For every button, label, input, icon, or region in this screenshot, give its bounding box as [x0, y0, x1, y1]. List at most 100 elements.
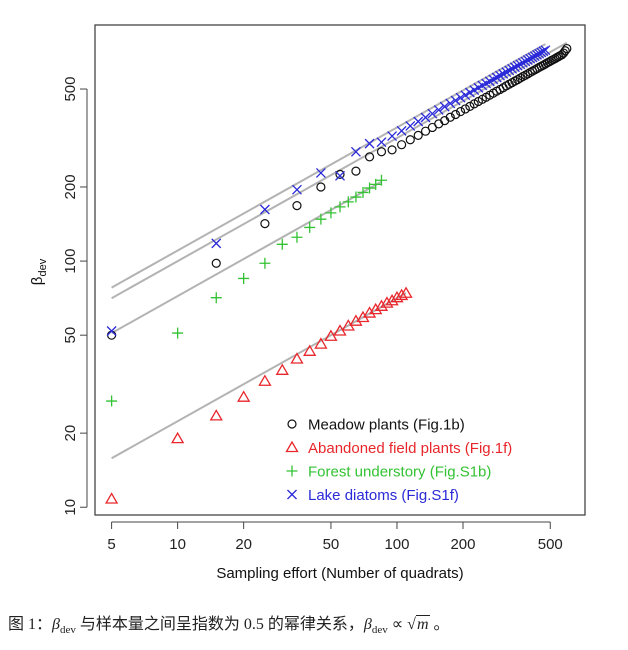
data-point [342, 196, 354, 208]
data-point [292, 184, 302, 195]
x-axis-title: Sampling effort (Number of quadrats) [216, 565, 463, 582]
y-axis-title: βdev [29, 258, 49, 285]
data-point [260, 218, 270, 229]
data-point [351, 166, 361, 176]
data-points [104, 43, 572, 504]
data-point [450, 95, 461, 106]
legend: Meadow plants (Fig.1b) Abandoned field pl… [285, 417, 512, 504]
data-point [523, 69, 533, 79]
data-point [507, 63, 518, 74]
x-tick-label: 100 [384, 536, 409, 553]
legend-marker [285, 440, 299, 453]
data-point [376, 137, 387, 148]
data-point [350, 146, 361, 157]
data-point [405, 120, 416, 131]
data-point [375, 174, 387, 186]
legend-marker [287, 419, 297, 429]
y-tick-label: 500 [62, 77, 79, 102]
data-point [106, 326, 117, 336]
data-point [387, 145, 397, 155]
data-point [376, 147, 387, 157]
y-tick-label: 100 [62, 249, 79, 274]
x-tick-label: 20 [235, 536, 252, 553]
data-point [364, 182, 376, 194]
data-point [364, 138, 375, 149]
data-point [427, 108, 438, 119]
data-point [374, 299, 389, 311]
data-point [495, 70, 505, 81]
data-point [259, 204, 270, 215]
data-point [460, 104, 470, 114]
data-point [370, 178, 382, 190]
data-point [562, 43, 572, 54]
data-point [420, 126, 431, 136]
data-point [405, 135, 415, 145]
data-point [316, 182, 326, 192]
data-point [275, 363, 289, 375]
data-point [106, 395, 118, 407]
data-point [292, 201, 302, 211]
data-point [211, 258, 221, 268]
fit-lines [111, 41, 568, 460]
data-point [237, 390, 251, 402]
data-point [538, 46, 549, 57]
data-point [335, 170, 345, 181]
legend-marker [286, 465, 298, 477]
data-point [525, 67, 535, 78]
y-tick-label: 200 [62, 174, 79, 199]
data-point [350, 191, 362, 203]
data-point [501, 67, 512, 78]
data-point [291, 231, 303, 243]
data-point [450, 109, 461, 120]
data-point [276, 238, 288, 250]
data-point [512, 60, 523, 71]
data-point [362, 306, 377, 318]
y-tick-label: 20 [62, 425, 79, 442]
data-point [509, 62, 520, 73]
x-tick-label: 200 [450, 536, 475, 553]
legend-label: Abandoned field plants (Fig.1f) [308, 440, 512, 457]
data-point [455, 106, 466, 117]
data-point [210, 292, 222, 304]
data-point [357, 186, 369, 198]
data-point [413, 116, 424, 127]
x-tick-label: 10 [169, 536, 186, 553]
fit-line [111, 292, 407, 460]
y-tick-label: 10 [62, 499, 79, 516]
data-point [522, 55, 533, 65]
data-point [335, 169, 345, 179]
data-point [396, 125, 407, 136]
data-point [498, 68, 509, 79]
data-point [290, 352, 304, 364]
x-tick-label: 50 [323, 536, 340, 553]
data-point [314, 337, 328, 349]
data-point [413, 130, 423, 141]
svg-text:βdev: βdev [29, 258, 49, 285]
data-point [209, 409, 223, 421]
data-point [385, 293, 399, 306]
x-axis: 5 10 20 50 100 200 500 [107, 521, 563, 553]
data-point [455, 92, 466, 103]
data-point [172, 327, 184, 339]
legend-label: Meadow plants (Fig.1b) [308, 417, 465, 434]
data-point [520, 56, 531, 67]
data-point [399, 286, 413, 298]
figure-caption: 图 1：βdev 与样本量之间呈指数为 0.5 的幂律关系，βdev ∝ √m … [8, 615, 450, 636]
data-point [527, 52, 538, 63]
data-point [171, 431, 185, 444]
y-axis: 10 20 50 100 200 500 [62, 77, 88, 516]
data-point [540, 45, 551, 56]
data-point [211, 238, 222, 249]
legend-marker [287, 489, 297, 500]
data-point [460, 90, 471, 101]
data-point [390, 290, 404, 303]
y-tick-label: 50 [62, 327, 79, 344]
data-point [380, 296, 394, 308]
data-point [525, 53, 536, 64]
legend-label: Forest understory (Fig.S1b) [308, 464, 491, 481]
data-point [258, 374, 272, 386]
fit-line [111, 43, 546, 289]
data-point [420, 112, 431, 123]
data-point [517, 57, 528, 68]
data-point [515, 59, 526, 70]
